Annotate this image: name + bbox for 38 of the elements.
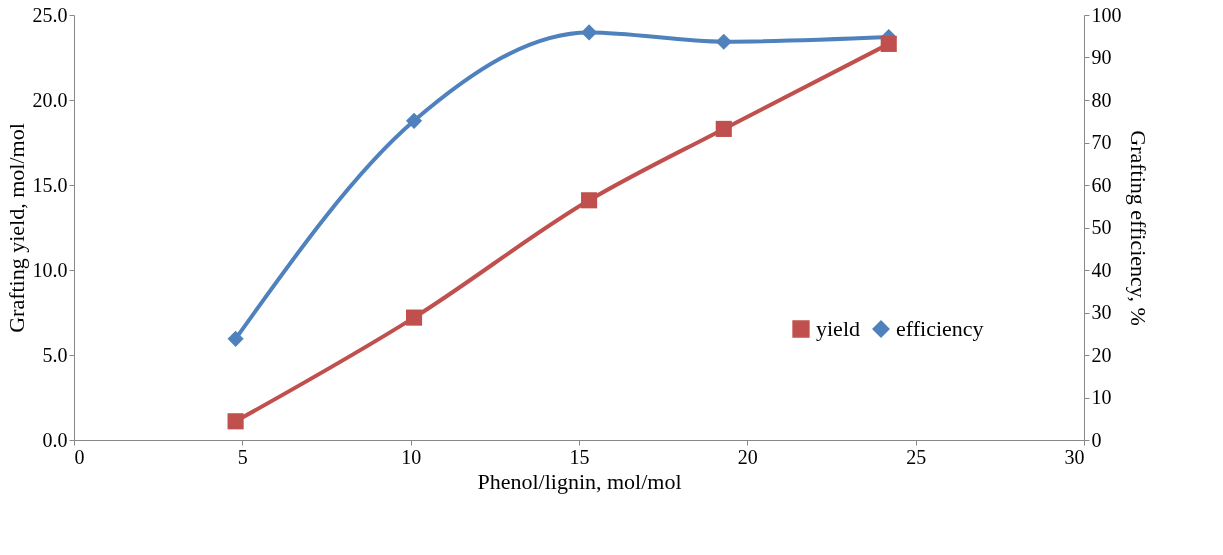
x-tick-label: 5 bbox=[237, 445, 248, 468]
y2-tick-label: 90 bbox=[1091, 46, 1112, 68]
y2-tick-label: 10 bbox=[1091, 386, 1112, 408]
y-axis-title: Grafting yield, mol/mol bbox=[3, 123, 29, 333]
y2-tick-label: 60 bbox=[1091, 173, 1112, 196]
point bbox=[405, 309, 423, 326]
x-tick-label: 15 bbox=[569, 445, 590, 468]
y-tick-label: 5.0 bbox=[42, 343, 68, 366]
x-tick-label: 30 bbox=[1064, 445, 1085, 468]
legend-label: efficiency bbox=[896, 316, 984, 341]
point bbox=[715, 120, 732, 137]
y-tick-label: 15.0 bbox=[32, 173, 68, 196]
y-tick-label: 0.0 bbox=[42, 428, 68, 451]
point bbox=[405, 112, 423, 129]
y2-tick-label: 30 bbox=[1091, 301, 1112, 323]
x-tick-label: 20 bbox=[737, 445, 758, 468]
x-tick-label: 10 bbox=[401, 445, 422, 468]
point bbox=[880, 35, 897, 52]
y2-tick-label: 20 bbox=[1091, 343, 1112, 366]
point bbox=[715, 33, 732, 50]
y2-axis-title: Grafting efficiency, % bbox=[1125, 130, 1151, 326]
x-tick-label: 25 bbox=[906, 445, 927, 468]
legend-label: yield bbox=[816, 316, 860, 341]
point bbox=[227, 330, 244, 347]
y-tick-label: 10.0 bbox=[32, 258, 68, 281]
y2-tick-label: 100 bbox=[1091, 3, 1122, 26]
x-axis-title: Phenol/lignin, mol/mol bbox=[477, 468, 682, 494]
point bbox=[227, 413, 244, 430]
y2-tick-label: 70 bbox=[1091, 131, 1112, 153]
y2-tick-label: 0 bbox=[1091, 428, 1102, 451]
point bbox=[581, 24, 598, 41]
y2-tick-label: 50 bbox=[1091, 216, 1112, 238]
y2-tick-label: 40 bbox=[1091, 258, 1112, 281]
x-tick-label: 0 bbox=[74, 445, 85, 468]
y-tick-label: 25.0 bbox=[32, 3, 68, 26]
point bbox=[581, 192, 598, 209]
y2-tick-label: 80 bbox=[1091, 88, 1112, 111]
y-tick-label: 20.0 bbox=[32, 88, 68, 111]
